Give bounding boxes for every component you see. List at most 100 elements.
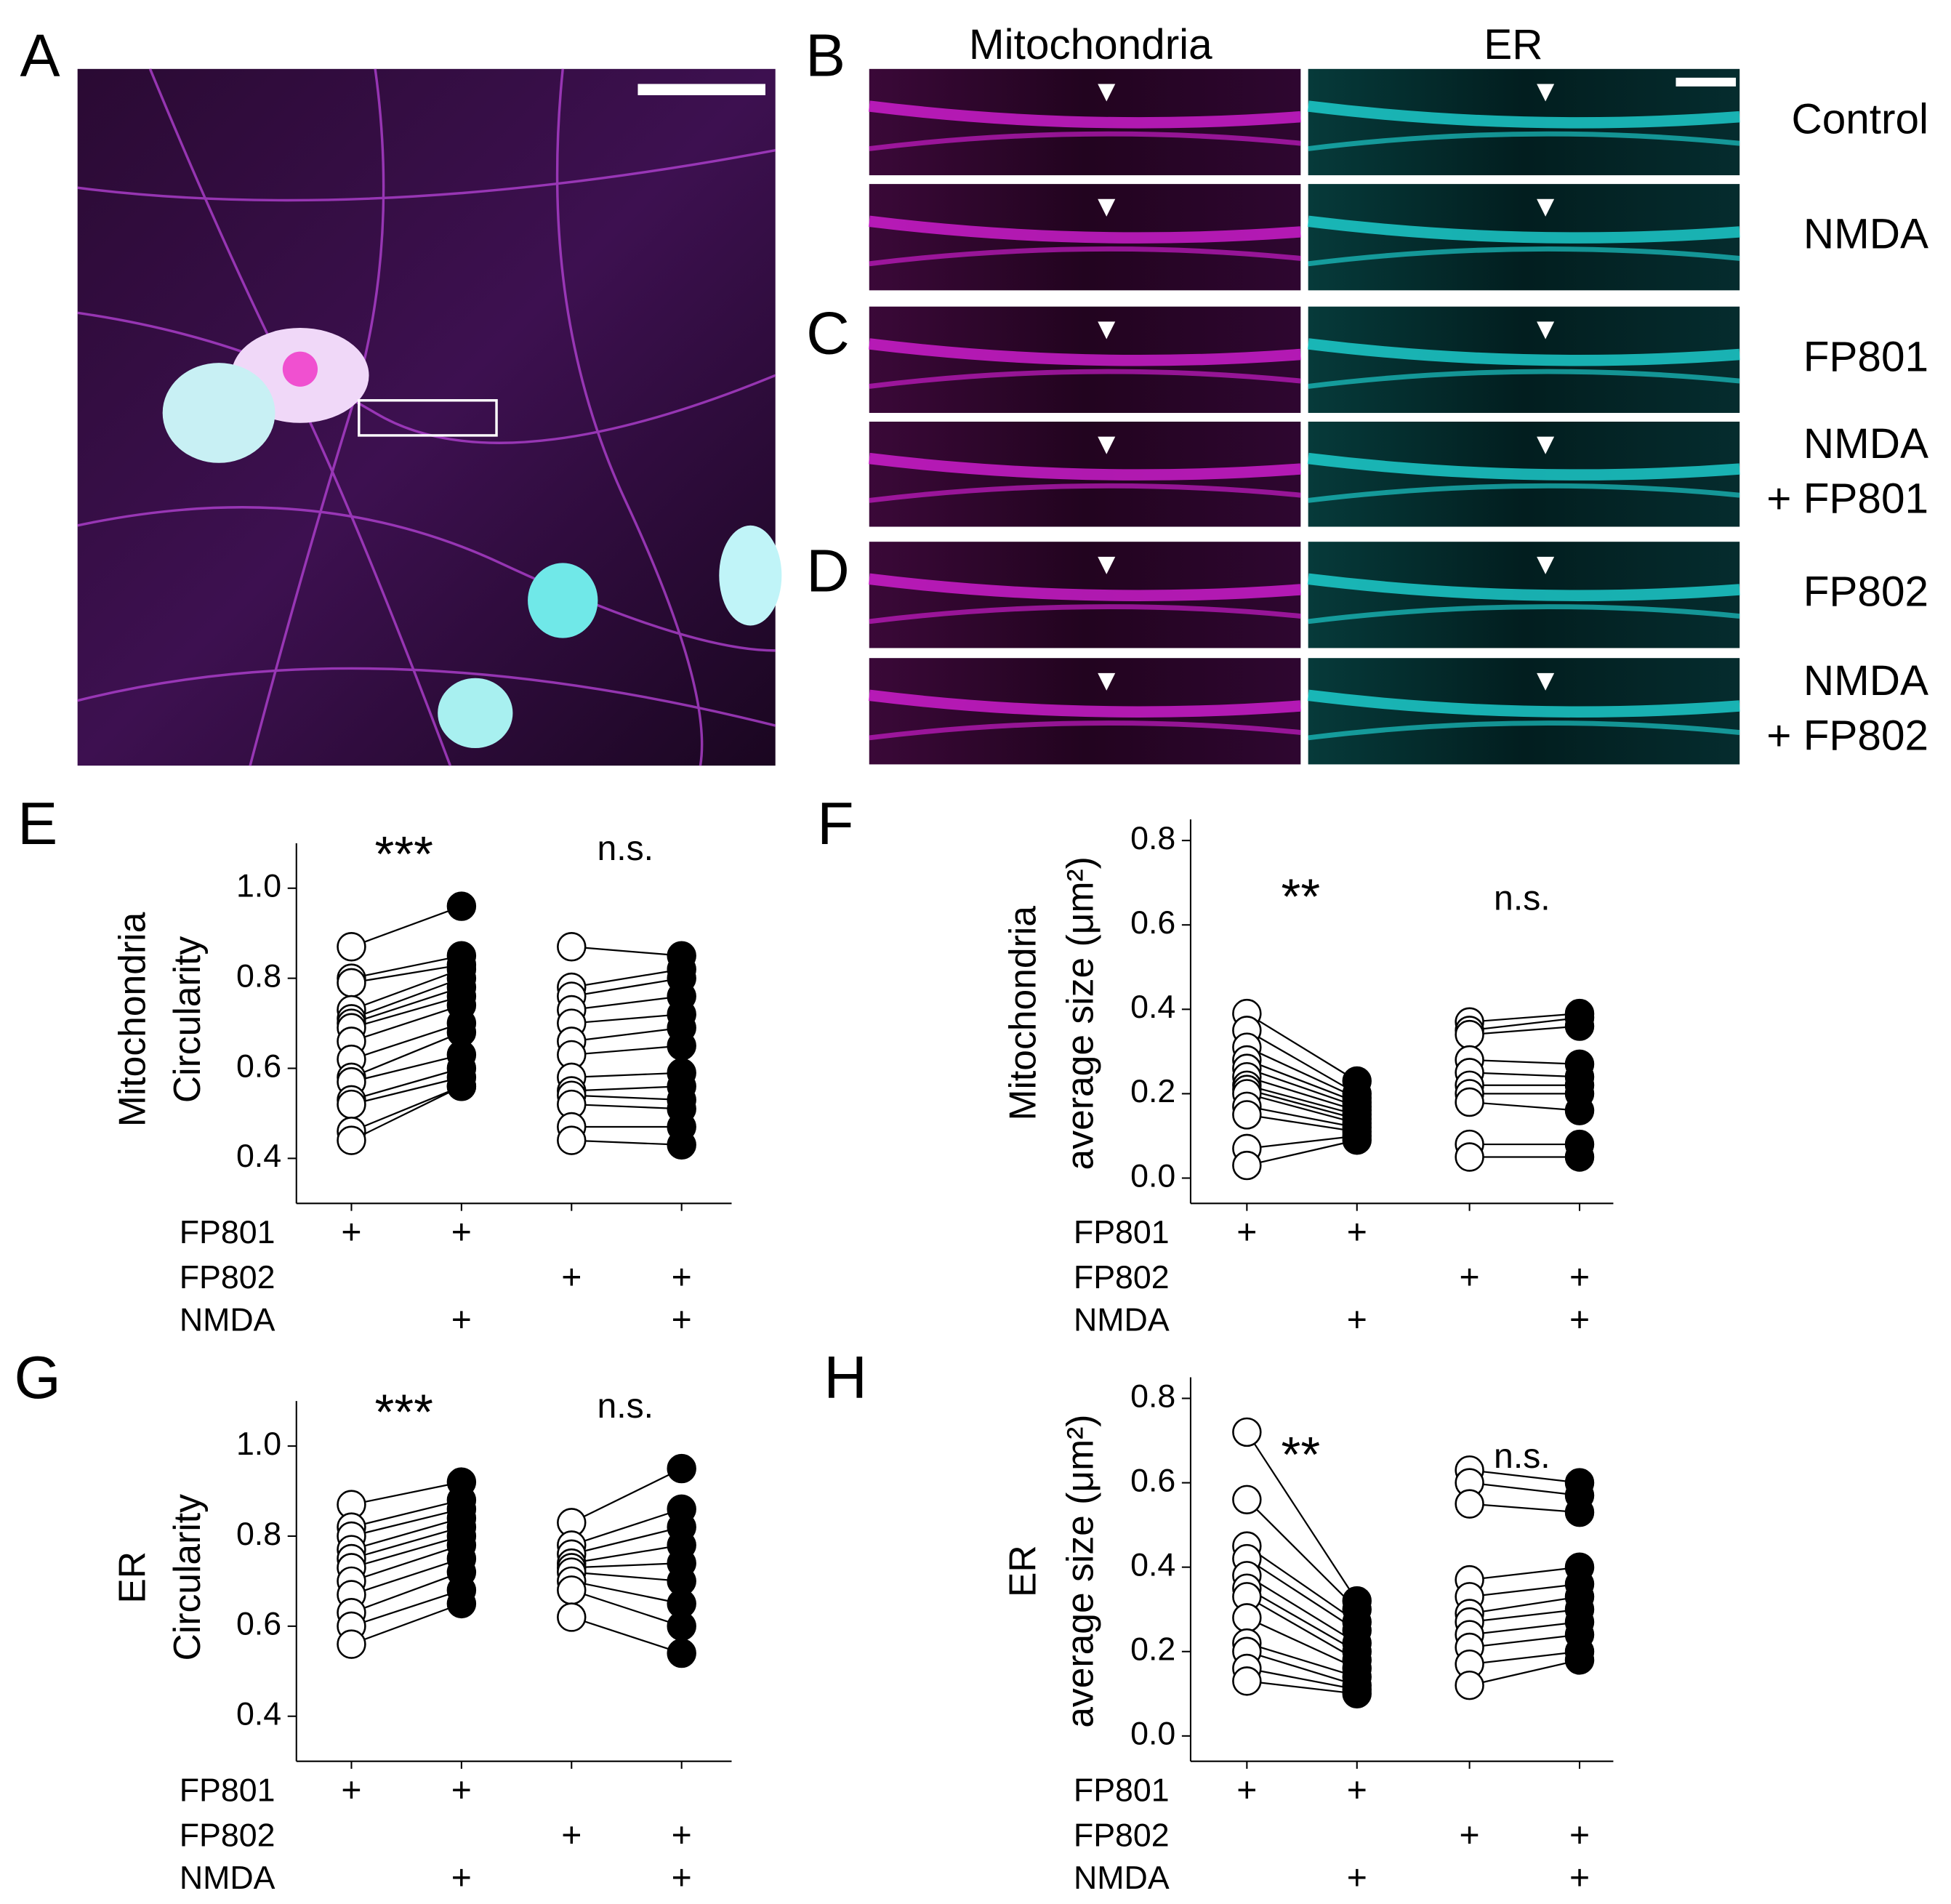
arrow	[1537, 321, 1555, 340]
arrow	[1537, 436, 1555, 454]
pair-line	[571, 1508, 683, 1546]
pair-line	[351, 1508, 462, 1538]
pair-line	[1247, 1650, 1358, 1687]
significance: n.s.	[597, 1386, 653, 1426]
pair-line	[571, 1045, 682, 1056]
dendrite	[1307, 338, 1740, 366]
condition-name: NMDA	[180, 1303, 275, 1338]
panel-label: H	[824, 1344, 867, 1411]
pair-line	[1246, 1545, 1358, 1623]
condition-mark: +	[1347, 1300, 1367, 1339]
pair-line	[1246, 1558, 1358, 1631]
point-after	[667, 1031, 696, 1061]
condition-name: FP801	[1074, 1772, 1170, 1808]
arrow	[1098, 321, 1116, 340]
pair-line	[1469, 1503, 1580, 1514]
pair-line	[1247, 1084, 1358, 1116]
dendrite	[869, 483, 1301, 503]
pair-line	[571, 1013, 682, 1024]
pair-line	[571, 1526, 682, 1555]
pair-line	[571, 1468, 683, 1524]
pair-line	[351, 1031, 462, 1078]
y-axis-label: Mitochondria	[110, 912, 153, 1127]
pair-line	[351, 1022, 462, 1061]
pair-line	[1469, 1596, 1580, 1615]
pair-line	[571, 977, 682, 997]
dendrite	[869, 131, 1301, 151]
point-before	[337, 968, 366, 998]
point-before	[1455, 1670, 1484, 1700]
y-tick-label: 1.0	[236, 869, 281, 904]
panel-label: C	[806, 300, 850, 367]
y-tick-label: 0.2	[1130, 1074, 1175, 1109]
y-tick-label: 1.0	[236, 1426, 281, 1462]
condition-name: FP801	[1074, 1215, 1170, 1250]
condition-name: NMDA	[180, 1860, 275, 1896]
condition-mark: +	[1569, 1815, 1590, 1855]
condition-mark: +	[1347, 1858, 1367, 1897]
point-after	[1342, 1125, 1372, 1155]
y-axis-label: Circularity	[166, 1494, 208, 1661]
dendrite	[868, 573, 1301, 601]
significance: **	[1282, 869, 1321, 925]
dendrite	[1308, 604, 1740, 624]
point-before	[1232, 1417, 1262, 1447]
point-before	[1455, 1087, 1484, 1117]
pair-line	[1469, 1583, 1580, 1598]
pair-line	[351, 1004, 462, 1043]
pair-line	[1247, 1667, 1357, 1691]
condition-mark: +	[451, 1858, 472, 1897]
point-before	[1232, 1100, 1262, 1130]
arrow	[1098, 198, 1116, 217]
condition-name: FP802	[1074, 1817, 1170, 1853]
pair-line	[1247, 1088, 1358, 1120]
pair-line	[1246, 1431, 1358, 1602]
condition-name: NMDA	[1074, 1303, 1170, 1338]
significance: **	[1282, 1426, 1321, 1482]
pair-line	[571, 1616, 683, 1655]
y-tick-label: 0.0	[1130, 1716, 1175, 1752]
pair-line	[351, 1053, 462, 1083]
dendrite	[869, 369, 1301, 389]
pair-line	[351, 1076, 462, 1106]
pair-line	[351, 986, 462, 1024]
arrow	[1098, 556, 1116, 574]
pair-line	[351, 1571, 462, 1614]
pair-line	[351, 963, 462, 984]
point-after	[1564, 1497, 1595, 1527]
y-tick-label: 0.6	[236, 1048, 281, 1084]
pair-line	[1247, 1105, 1357, 1128]
pair-line	[1469, 1566, 1580, 1581]
pair-line	[1247, 1139, 1358, 1167]
condition-name: FP802	[180, 1817, 275, 1853]
pair-line	[350, 1085, 462, 1141]
point-before	[557, 1125, 587, 1155]
y-tick-label: 0.8	[236, 958, 281, 994]
point-after	[1564, 1142, 1595, 1172]
pair-line	[1246, 1575, 1358, 1644]
condition-mark: +	[561, 1258, 582, 1297]
pair-line	[351, 1499, 462, 1528]
pair-line	[571, 1544, 682, 1564]
significance: n.s.	[597, 829, 653, 868]
point-after	[1342, 1679, 1372, 1709]
dendrite	[869, 246, 1301, 267]
point-before	[1455, 1019, 1484, 1050]
condition-mark: +	[1236, 1770, 1257, 1809]
pair-line	[571, 946, 682, 957]
condition-mark: +	[1460, 1815, 1480, 1855]
pair-line	[1469, 1650, 1580, 1666]
arrow	[1537, 84, 1555, 102]
point-after	[1564, 1096, 1595, 1125]
significance: ***	[375, 827, 433, 883]
pair-line	[1469, 1634, 1580, 1649]
dendrite	[868, 215, 1301, 244]
point-before	[1455, 1489, 1484, 1519]
scale-bar	[1676, 77, 1737, 87]
dendrite	[1307, 689, 1740, 718]
condition-mark: +	[1569, 1258, 1590, 1297]
pair-line	[1246, 1499, 1358, 1610]
dendrite	[1308, 483, 1740, 503]
point-before	[557, 932, 587, 962]
